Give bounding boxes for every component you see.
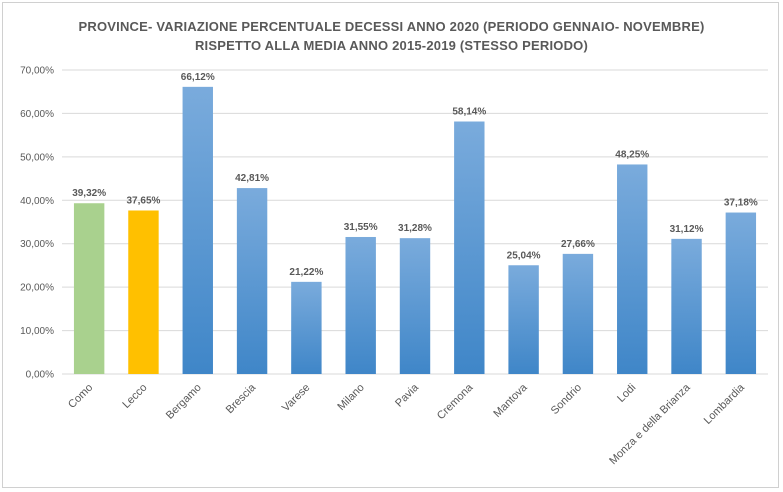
- bar-bergamo: [182, 86, 213, 375]
- bar-monza-e-della-brianza: [671, 238, 702, 374]
- category-label: Bergamo: [164, 382, 204, 422]
- data-label: 37,65%: [127, 195, 161, 206]
- data-label: 31,12%: [670, 224, 704, 235]
- y-tick-label: 30,00%: [20, 239, 54, 250]
- category-label: Lombardia: [702, 381, 748, 427]
- data-labels: 39,32% 37,65% 66,12% 42,81% 21,22% 31,55% 31,2…: [72, 72, 758, 278]
- bar-mantova: [508, 265, 539, 374]
- bar-sondrio: [562, 253, 594, 374]
- bar-brescia: [236, 188, 268, 374]
- category-label: Lodi: [615, 382, 638, 405]
- data-label: 42,81%: [235, 173, 269, 184]
- chart-title-line1: PROVINCE- VARIAZIONE PERCENTUALE DECESSI…: [78, 19, 705, 34]
- category-label: Como: [66, 382, 95, 411]
- category-label: Varese: [280, 382, 313, 415]
- category-label: Brescia: [224, 381, 259, 416]
- y-tick-label: 10,00%: [20, 326, 54, 337]
- data-label: 31,55%: [344, 222, 378, 233]
- data-label: 37,18%: [724, 198, 758, 209]
- data-label: 66,12%: [181, 72, 215, 83]
- bar-milano: [345, 236, 376, 374]
- y-tick-label: 50,00%: [20, 152, 54, 163]
- data-label: 48,25%: [615, 149, 649, 160]
- data-label: 58,14%: [452, 107, 486, 118]
- y-tick-label: 70,00%: [20, 66, 54, 77]
- x-axis-category-labels: Como Lecco Bergamo Brescia Varese Milano Pavia…: [66, 381, 748, 467]
- bar-lombardia: [725, 212, 757, 374]
- y-tick-label: 40,00%: [20, 196, 54, 207]
- data-label: 27,66%: [561, 239, 595, 250]
- y-axis-tick-labels: 0,00% 10,00% 20,00% 30,00% 40,00% 50,00% 60,00…: [20, 66, 54, 381]
- chart-title-line2: RISPETTO ALLA MEDIA ANNO 2015-2019 (STES…: [194, 38, 589, 53]
- bar-lodi: [617, 164, 648, 374]
- data-label: 31,28%: [398, 223, 432, 234]
- data-label: 21,22%: [289, 267, 323, 278]
- category-label: Pavia: [393, 381, 422, 410]
- bar-cremona: [454, 121, 485, 374]
- y-tick-label: 60,00%: [20, 109, 54, 120]
- data-label: 39,32%: [72, 188, 106, 199]
- category-label: Mantova: [491, 381, 530, 420]
- data-label: 25,04%: [507, 250, 541, 261]
- bar-pavia: [399, 238, 431, 374]
- category-label: Milano: [335, 382, 366, 413]
- category-label: Cremona: [435, 381, 476, 422]
- bars: [73, 86, 757, 375]
- bar-varese: [291, 281, 322, 374]
- category-label: Lecco: [120, 382, 149, 411]
- bar-como: [73, 203, 105, 374]
- bar-lecco: [128, 210, 159, 374]
- y-tick-label: 20,00%: [20, 283, 54, 294]
- y-tick-label: 0,00%: [26, 370, 54, 381]
- category-label: Sondrio: [549, 382, 584, 417]
